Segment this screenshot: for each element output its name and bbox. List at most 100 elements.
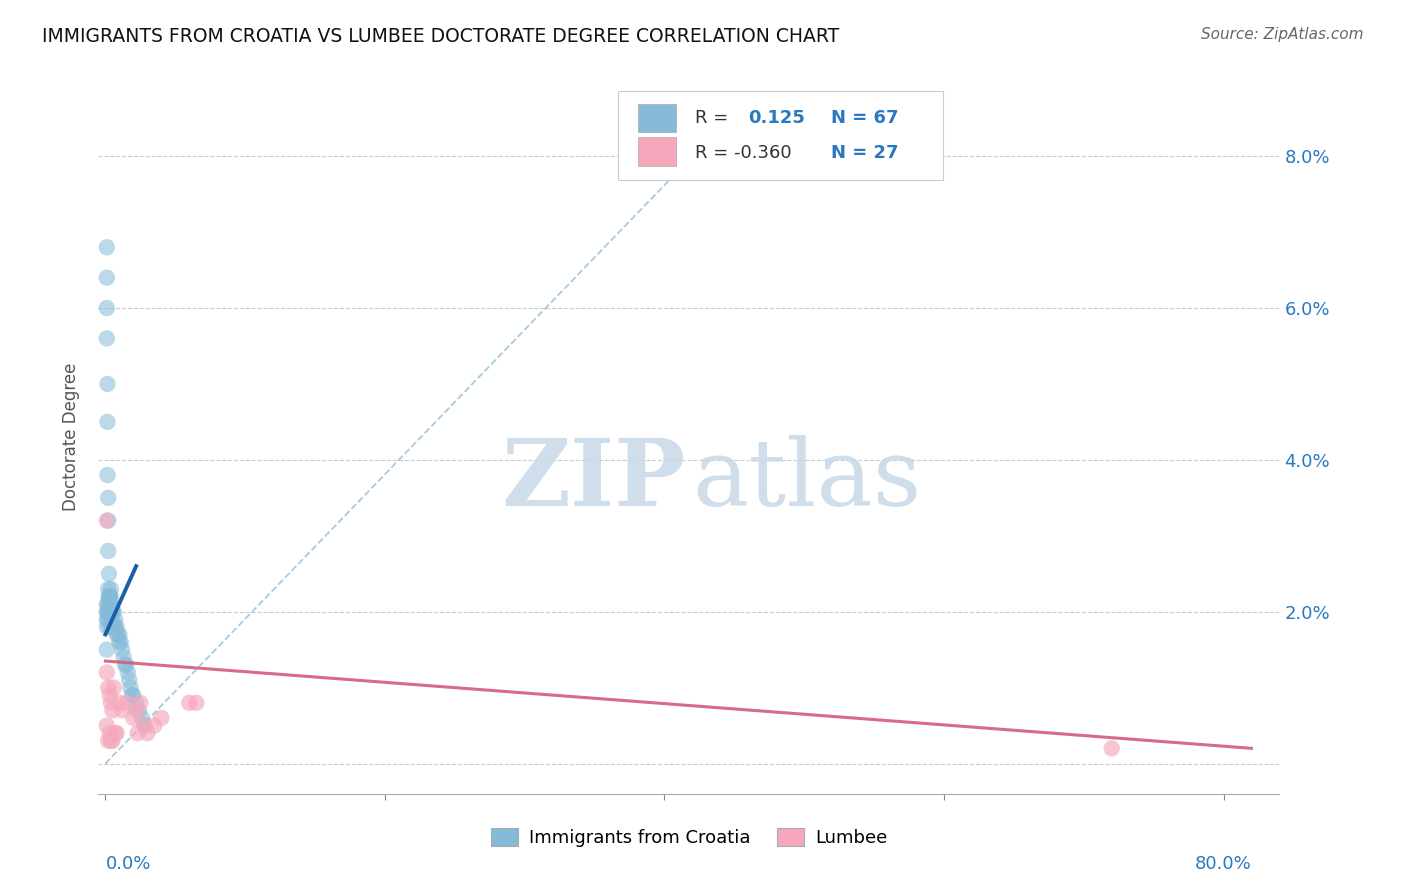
Text: R =: R = xyxy=(695,109,740,127)
Point xyxy=(103,620,125,634)
Point xyxy=(120,681,142,695)
Point xyxy=(105,620,128,634)
Point xyxy=(111,703,134,717)
Point xyxy=(100,605,122,619)
Point xyxy=(101,620,124,634)
Point xyxy=(127,726,149,740)
Point xyxy=(96,605,118,619)
Point xyxy=(96,642,118,657)
Point xyxy=(97,590,120,604)
Point xyxy=(125,703,148,717)
Point xyxy=(103,605,125,619)
Point xyxy=(143,718,166,732)
Point xyxy=(96,301,118,315)
Point xyxy=(125,696,148,710)
Point xyxy=(136,726,159,740)
Legend: Immigrants from Croatia, Lumbee: Immigrants from Croatia, Lumbee xyxy=(482,819,896,856)
Point xyxy=(98,590,121,604)
Point xyxy=(101,605,124,619)
Point xyxy=(96,620,118,634)
Point xyxy=(122,711,145,725)
Point xyxy=(98,597,121,611)
Point xyxy=(103,681,125,695)
Text: 80.0%: 80.0% xyxy=(1195,855,1251,872)
Point xyxy=(107,627,129,641)
Text: 0.0%: 0.0% xyxy=(105,855,150,872)
Point xyxy=(179,696,201,710)
Point xyxy=(98,605,121,619)
Point xyxy=(100,696,122,710)
FancyBboxPatch shape xyxy=(638,103,676,132)
Point xyxy=(97,733,120,747)
Point xyxy=(104,726,127,740)
Point xyxy=(97,605,120,619)
Point xyxy=(97,582,120,596)
Point xyxy=(96,376,118,391)
Point xyxy=(96,415,118,429)
Point xyxy=(105,726,128,740)
Text: N = 27: N = 27 xyxy=(831,145,898,162)
Point xyxy=(96,270,118,285)
Point xyxy=(134,718,156,732)
FancyBboxPatch shape xyxy=(619,91,943,180)
Point xyxy=(101,605,124,619)
Text: N = 67: N = 67 xyxy=(831,109,898,127)
Point xyxy=(96,605,118,619)
Point xyxy=(96,612,118,626)
Point xyxy=(186,696,208,710)
Point xyxy=(121,688,143,702)
Point xyxy=(111,642,134,657)
Point xyxy=(100,733,122,747)
Text: IMMIGRANTS FROM CROATIA VS LUMBEE DOCTORATE DEGREE CORRELATION CHART: IMMIGRANTS FROM CROATIA VS LUMBEE DOCTOR… xyxy=(42,27,839,45)
Point xyxy=(100,597,122,611)
Point xyxy=(101,733,124,747)
Point xyxy=(150,711,173,725)
Point xyxy=(98,590,121,604)
Text: atlas: atlas xyxy=(693,435,922,524)
Point xyxy=(104,620,127,634)
Point xyxy=(98,605,121,619)
Point xyxy=(100,590,122,604)
Point xyxy=(129,696,152,710)
Y-axis label: Doctorate Degree: Doctorate Degree xyxy=(62,363,80,511)
Point xyxy=(122,688,145,702)
Point xyxy=(97,544,120,558)
Point xyxy=(134,718,156,732)
Point xyxy=(96,514,118,528)
Point xyxy=(118,673,141,687)
Point xyxy=(131,711,153,725)
Point xyxy=(98,726,121,740)
Text: 0.125: 0.125 xyxy=(748,109,804,127)
Point xyxy=(96,665,118,680)
Point xyxy=(97,491,120,505)
Point xyxy=(128,703,150,717)
Point xyxy=(97,590,120,604)
Point xyxy=(96,597,118,611)
Point xyxy=(97,681,120,695)
Point xyxy=(96,718,118,732)
Point xyxy=(96,240,118,254)
Point xyxy=(115,696,138,710)
Point xyxy=(115,657,138,672)
Text: ZIP: ZIP xyxy=(501,435,685,524)
Point xyxy=(108,627,131,641)
Point xyxy=(108,696,131,710)
Point xyxy=(112,650,135,665)
Point xyxy=(100,582,122,596)
Point xyxy=(96,612,118,626)
Point xyxy=(96,331,118,345)
Point xyxy=(97,514,120,528)
Point xyxy=(101,703,124,717)
Point xyxy=(114,657,136,672)
Text: Source: ZipAtlas.com: Source: ZipAtlas.com xyxy=(1201,27,1364,42)
Point xyxy=(98,597,121,611)
Point xyxy=(104,612,127,626)
Point xyxy=(105,627,128,641)
Point xyxy=(117,665,139,680)
Point xyxy=(101,612,124,626)
Point xyxy=(97,605,120,619)
Point xyxy=(98,620,121,634)
Point xyxy=(98,612,121,626)
Text: R = -0.360: R = -0.360 xyxy=(695,145,792,162)
Point xyxy=(96,468,118,483)
